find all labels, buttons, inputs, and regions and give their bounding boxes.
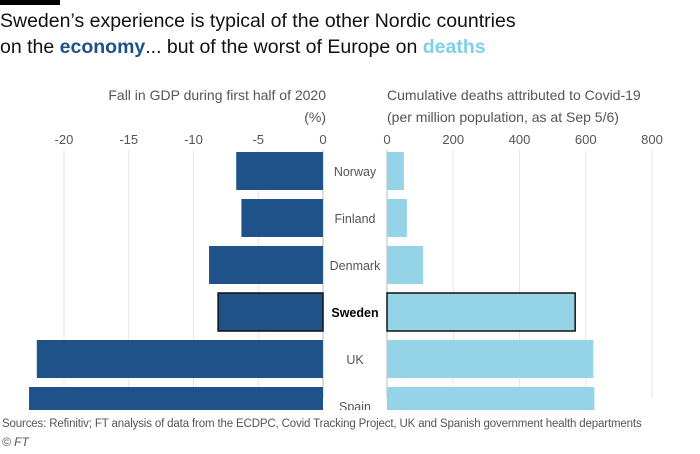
deaths-bar-norway xyxy=(387,152,404,190)
gdp-bar-norway xyxy=(236,152,323,190)
deaths-panel-title: Cumulative deaths attributed to Covid-19… xyxy=(387,84,641,128)
title-deaths: deaths xyxy=(422,36,486,58)
bar-plot: -20 -15 -10 -5 0 0 200 400 600 800 Norway Finland De… xyxy=(29,132,663,410)
deaths-bar-sweden xyxy=(386,292,576,332)
gdp-tick-label: 0 xyxy=(319,132,326,147)
title-line2-mid: ... but of the worst of Europe on xyxy=(145,36,423,58)
country-label: Norway xyxy=(334,165,377,179)
gdp-unit: (%) xyxy=(304,109,326,125)
gdp-tick-label: -5 xyxy=(252,132,264,147)
deaths-tick-label: 400 xyxy=(509,132,531,147)
source-text: Sources: Refinitiv; FT analysis of data … xyxy=(2,418,642,430)
gdp-bar-denmark xyxy=(209,246,323,284)
deaths-subtitle: (per million population, as at Sep 5/6) xyxy=(387,109,619,125)
deaths-title: Cumulative deaths attributed to Covid-19 xyxy=(387,87,641,103)
gdp-tick-label: -15 xyxy=(119,132,138,147)
ft-top-bar xyxy=(0,0,60,5)
deaths-bar-uk xyxy=(387,340,594,378)
deaths-bar-denmark xyxy=(387,246,424,284)
deaths-tick-label: 200 xyxy=(442,132,464,147)
country-label: Spain xyxy=(339,400,371,410)
gdp-bar-uk xyxy=(36,340,324,378)
gdp-tick-label: -10 xyxy=(184,132,203,147)
title-line2-pre: on the xyxy=(0,36,60,58)
gdp-panel-title: Fall in GDP during first half of 2020 (%… xyxy=(44,84,326,128)
country-label: Finland xyxy=(335,212,376,226)
title-economy: economy xyxy=(59,36,146,58)
gdp-bar-sweden xyxy=(217,292,324,332)
gdp-bar-finland xyxy=(241,199,323,237)
deaths-tick-label: 600 xyxy=(575,132,597,147)
copyright: © FT xyxy=(2,435,29,449)
country-label: Denmark xyxy=(330,259,381,273)
deaths-bar-spain xyxy=(387,387,595,410)
deaths-tick-label: 800 xyxy=(641,132,663,147)
deaths-bar-finland xyxy=(387,199,407,237)
deaths-tick-label: 0 xyxy=(383,132,390,147)
gdp-title: Fall in GDP during first half of 2020 xyxy=(108,87,326,103)
country-label: Sweden xyxy=(331,306,378,320)
gdp-bar-spain xyxy=(29,387,323,410)
title-line1: Sweden’s experience is typical of the ot… xyxy=(0,10,516,32)
country-label: UK xyxy=(346,353,364,367)
chart-title: Sweden’s experience is typical of the ot… xyxy=(0,8,516,60)
gdp-tick-label: -20 xyxy=(55,132,74,147)
